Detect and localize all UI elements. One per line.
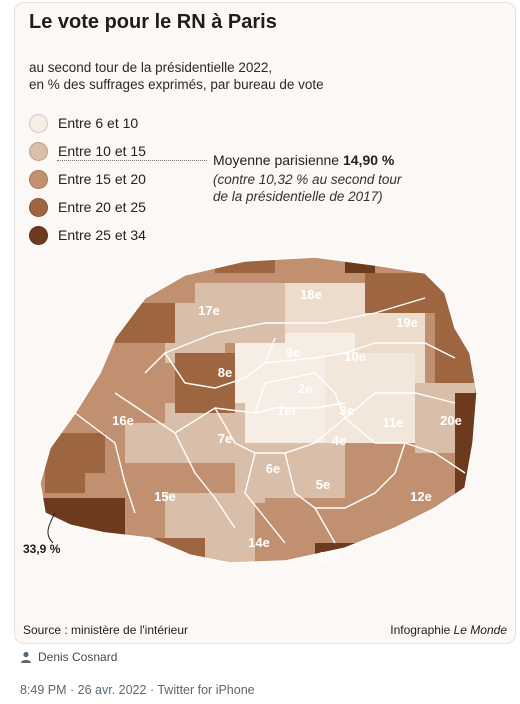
infographic-subtitle: au second tour de la présidentielle 2022…	[29, 59, 324, 93]
paris-map: 18e 17e 19e 9e 10e 8e 2e 1er 3e 11e 20e …	[23, 256, 478, 564]
arrondissement-label: 11e	[383, 415, 404, 430]
arrondissement-label: 20e	[440, 413, 462, 428]
arrondissement-label: 13e	[318, 549, 340, 564]
legend-swatch	[29, 225, 48, 245]
legend-swatch	[29, 197, 48, 217]
arrondissement-label: 17e	[198, 303, 220, 318]
infographic-card: Le vote pour le RN à Paris au second tou…	[14, 2, 516, 644]
arrondissement-label: 7e	[218, 431, 232, 446]
arrondissement-label: 14e	[248, 535, 270, 550]
legend-item: Entre 25 et 34	[29, 221, 146, 249]
legend-swatch	[29, 169, 48, 189]
credit-line: Infographie Le Monde	[390, 623, 507, 637]
author-attribution[interactable]: Denis Cosnard	[20, 650, 117, 664]
credit-prefix: Infographie	[390, 623, 451, 637]
legend-label: Entre 15 et 20	[58, 171, 146, 187]
arrondissement-label: 18e	[300, 287, 322, 302]
legend-swatch	[29, 141, 48, 161]
average-text: Moyenne parisienne	[213, 152, 340, 168]
tweet-timestamp[interactable]: 8:49 PM · 26 avr. 2022 · Twitter for iPh…	[20, 683, 255, 697]
average-label: Moyenne parisienne 14,90 %	[213, 151, 394, 169]
arrondissement-label: 16e	[112, 413, 134, 428]
arrondissement-label: 4e	[332, 433, 346, 448]
legend-swatch	[29, 113, 48, 133]
callout-value: 33,9 %	[23, 542, 61, 556]
subtitle-line-1: au second tour de la présidentielle 2022…	[29, 60, 273, 75]
arrondissement-label: 6e	[266, 461, 280, 476]
arrondissement-label: 8e	[218, 365, 232, 380]
arrondissement-label: 3e	[340, 403, 354, 418]
map-fill	[40, 257, 477, 563]
average-value: 14,90 %	[342, 152, 395, 168]
arrondissement-label: 12e	[410, 489, 432, 504]
arrondissement-label: 9e	[286, 345, 300, 360]
arrondissement-label: 15e	[154, 489, 176, 504]
arrondissement-boundaries	[39, 256, 478, 564]
average-note: (contre 10,32 % au second tour de la pré…	[213, 171, 401, 205]
arrondissement-label: 2e	[298, 381, 312, 396]
legend-label: Entre 10 et 15	[58, 143, 146, 159]
arrondissement-label: 19e	[396, 315, 418, 330]
legend-label: Entre 6 et 10	[58, 115, 139, 131]
arrondissement-label: 5e	[316, 477, 330, 492]
credit-name: Le Monde	[453, 623, 507, 637]
subtitle-line-2: en % des suffrages exprimés, par bureau …	[29, 77, 324, 92]
legend-label: Entre 25 et 34	[58, 227, 146, 243]
average-leader-line	[57, 160, 207, 161]
arrondissement-label: 10e	[344, 349, 366, 364]
legend-item: Entre 20 et 25	[29, 193, 146, 221]
callout-line	[47, 512, 56, 544]
legend-item: Entre 10 et 15	[29, 137, 146, 165]
average-note-line-1: (contre 10,32 % au second tour	[213, 172, 402, 187]
legend-item: Entre 15 et 20	[29, 165, 146, 193]
infographic-title: Le vote pour le RN à Paris	[29, 11, 277, 33]
map-legend: Entre 6 et 10 Entre 10 et 15 Entre 15 et…	[29, 109, 146, 249]
average-note-line-2: de la présidentielle de 2017)	[213, 189, 383, 204]
source-line: Source : ministère de l'intérieur	[23, 623, 189, 637]
legend-item: Entre 6 et 10	[29, 109, 146, 137]
person-icon	[21, 651, 31, 663]
legend-label: Entre 20 et 25	[58, 199, 146, 215]
author-name[interactable]: Denis Cosnard	[38, 650, 118, 664]
arrondissement-label: 1er	[277, 403, 297, 418]
